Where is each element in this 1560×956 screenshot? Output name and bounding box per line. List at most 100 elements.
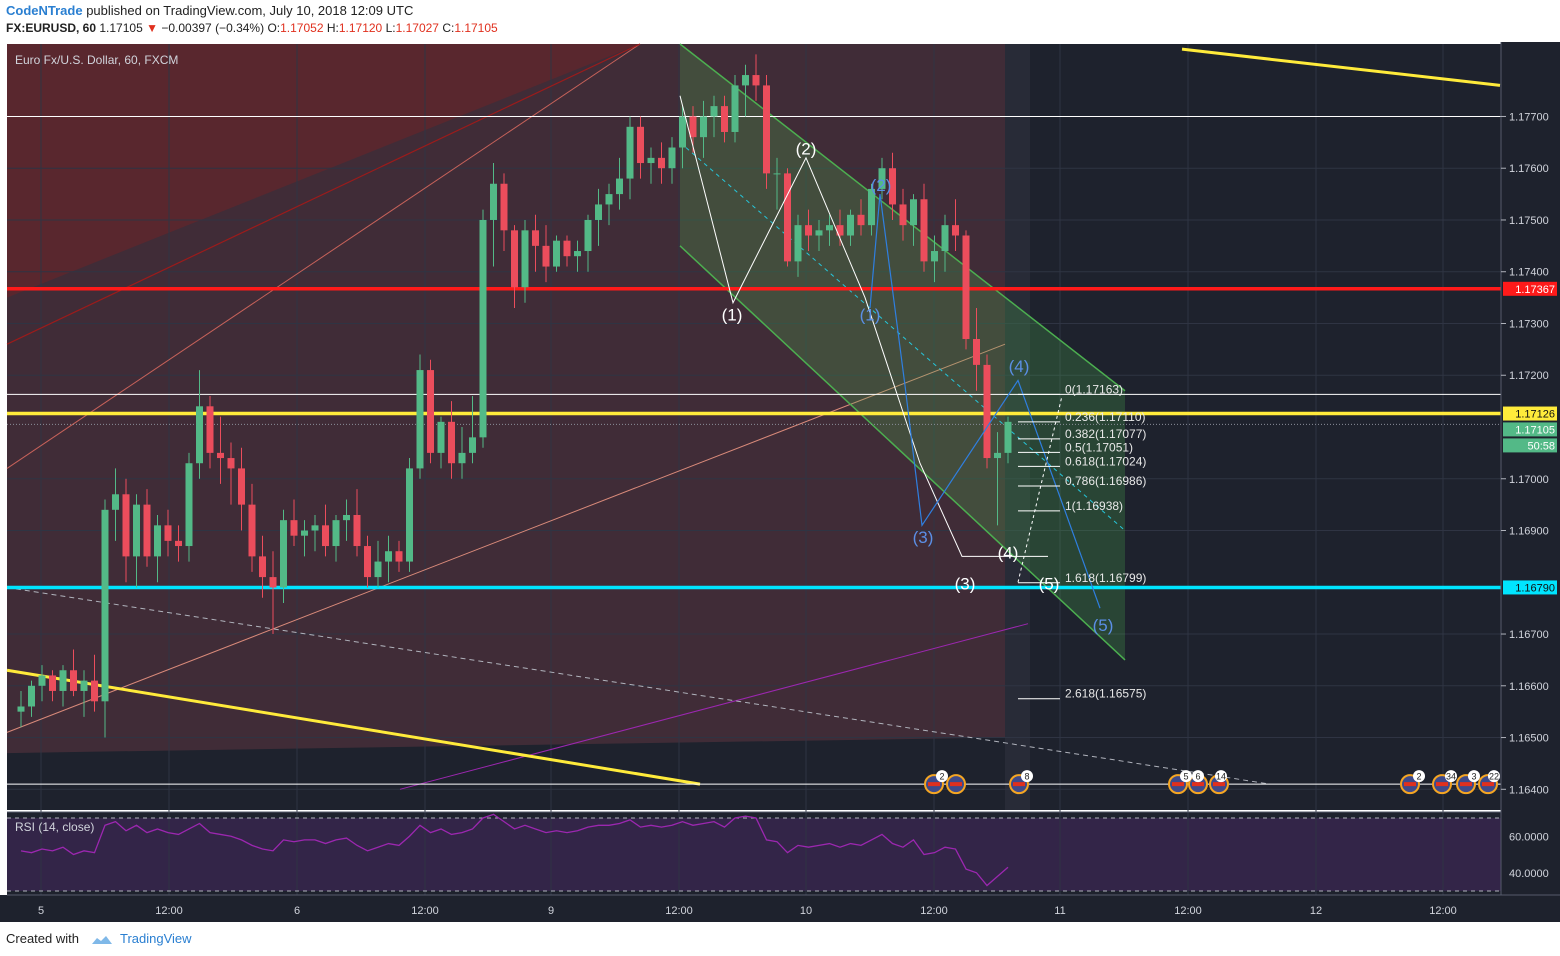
main-pane: [7, 44, 1501, 810]
low-label: L:: [385, 21, 396, 35]
candle-body: [836, 225, 844, 236]
open-value: 1.17052: [280, 21, 324, 35]
candle-body: [637, 126, 644, 164]
wave-label-blue: (3): [913, 528, 934, 547]
y-tick-label: 1.17500: [1509, 215, 1549, 227]
x-tick-label: 12: [1310, 905, 1322, 917]
candle-body: [469, 437, 476, 453]
candle-body: [479, 219, 487, 438]
rsi-band-fill: [7, 818, 1501, 891]
price-change: −0.00397 (−0.34%): [161, 21, 265, 35]
candle-body: [332, 520, 340, 547]
rsi-tick-label: 60.0000: [1509, 831, 1549, 843]
price-tag: [1503, 281, 1557, 296]
candle-body: [343, 514, 350, 521]
candle-body: [238, 468, 245, 505]
y-tick-label: 1.17600: [1509, 163, 1549, 175]
candle-body: [322, 525, 329, 547]
event-count-label: 3: [1471, 772, 1476, 782]
candle-body: [70, 670, 77, 691]
wave-label-blue: (1): [860, 305, 881, 324]
candle-body: [28, 685, 35, 707]
candle-body: [731, 85, 739, 132]
candle-body: [784, 173, 791, 262]
candle-body: [164, 525, 172, 541]
x-tick-label: 6: [294, 905, 300, 917]
fib-level-label: 0.236(1.17110): [1065, 410, 1146, 424]
red-channel-upper: [6, 43, 641, 469]
fib-level-label: 1.618(1.16799): [1065, 571, 1146, 585]
candle-body: [826, 225, 833, 231]
y-tick-label: 1.16700: [1509, 629, 1549, 641]
footer: Created with TradingView: [6, 931, 192, 946]
candle-body: [38, 675, 46, 686]
candle-body: [185, 463, 193, 547]
ohlc-header: FX:EURUSD, 60 1.17105 ▼ −0.00397 (−0.34%…: [6, 21, 498, 35]
event-flag-stripe: [1436, 782, 1448, 787]
candle-body: [899, 204, 907, 226]
candle-body: [406, 468, 413, 562]
purple-trendline: [399, 623, 1029, 790]
candle-body: [941, 225, 949, 252]
candle-body: [280, 520, 287, 588]
candle-body: [196, 406, 203, 464]
candle-body: [668, 147, 676, 169]
candle-body: [458, 452, 466, 464]
green-channel-fill: [680, 44, 1125, 660]
candle-body: [248, 504, 256, 557]
fib-level-label: 0.382(1.17077): [1065, 427, 1146, 441]
event-count-label: 8: [1024, 772, 1029, 782]
candle-body: [80, 680, 88, 691]
low-value: 1.17027: [395, 21, 439, 35]
candle-body: [700, 116, 707, 138]
event-count-badge: [1413, 770, 1425, 783]
published-text: published on TradingView.com, July 10, 2…: [86, 3, 414, 18]
candle-body: [994, 452, 1001, 459]
candle-body: [532, 230, 539, 246]
fib-level-label: 0.5(1.17051): [1065, 440, 1133, 454]
price-tag: [1503, 438, 1557, 453]
event-count-badge: [1468, 770, 1480, 783]
event-flag-stripe: [1013, 782, 1025, 787]
candle-body: [511, 230, 518, 288]
candle-body: [17, 706, 25, 712]
event-count-badge: [1021, 770, 1033, 783]
candle-body: [710, 106, 718, 117]
y-tick-label: 1.16600: [1509, 681, 1549, 693]
candle-body: [658, 157, 665, 169]
high-label: H:: [326, 21, 339, 35]
candle-body: [101, 509, 109, 702]
fib-level-label: 0(1.17163): [1065, 382, 1123, 396]
candle-body: [847, 214, 854, 236]
red-channel-lower: [6, 43, 641, 345]
price-tag-label: 1.17126: [1515, 409, 1555, 421]
wave-label-blue: (5): [1093, 616, 1114, 635]
y-tick-label: 1.17200: [1509, 370, 1549, 382]
candle-body: [1004, 421, 1012, 453]
x-tick-label: 10: [800, 905, 812, 917]
event-flag-stripe: [1172, 782, 1184, 787]
price-chart[interactable]: (1) (2) (3) (4) (5) (1) (2) (3) (4) (5) 0(1.17163)…: [0, 42, 1560, 922]
event-count-badge: [1215, 770, 1227, 783]
candle-body: [626, 126, 634, 179]
event-flag-stripe: [1404, 782, 1416, 787]
y-tick-label: 1.17700: [1509, 111, 1549, 123]
y-tick-label: 1.17300: [1509, 318, 1549, 330]
candle-body: [962, 235, 970, 340]
close-value: 1.17105: [454, 21, 498, 35]
tradingview-link[interactable]: TradingView: [120, 931, 192, 946]
x-tick-label: 11: [1054, 905, 1065, 917]
candle-body: [983, 364, 991, 459]
y-tick-label: 1.17400: [1509, 267, 1549, 279]
down-arrow-icon: ▼: [146, 21, 158, 35]
candle-body: [742, 75, 749, 86]
candle-body: [385, 551, 392, 562]
rsi-line: [20, 813, 1009, 887]
rsi-tick-label: 40.0000: [1509, 868, 1549, 880]
event-count-badge: [1488, 770, 1500, 783]
candle-body: [91, 680, 98, 702]
author-link[interactable]: CodeNTrade: [6, 3, 83, 18]
green-channel-mid: [679, 141, 1126, 531]
candle-body: [427, 370, 434, 453]
event-count-label: 5: [1183, 772, 1188, 782]
